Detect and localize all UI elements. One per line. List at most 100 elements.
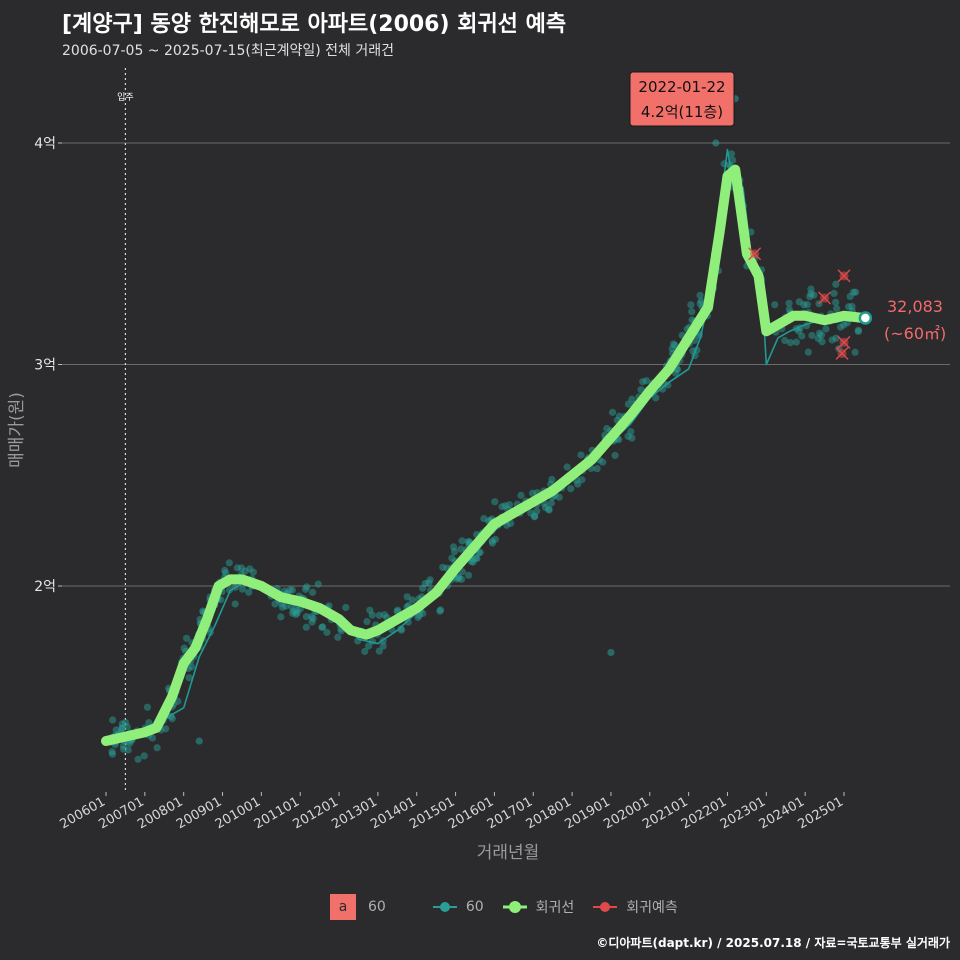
end-area-label: (~60㎡) [884, 324, 946, 343]
transaction-point [436, 607, 444, 615]
peak-annotation-value: 4.2억(11층) [641, 103, 723, 121]
transaction-point [375, 647, 383, 655]
grid-lines [62, 68, 950, 792]
peak-annotation-box [629, 71, 735, 127]
transaction-point [545, 506, 553, 514]
transaction-point [361, 647, 369, 656]
transaction-point [419, 609, 427, 618]
transaction-point [627, 427, 635, 436]
transaction-point [464, 571, 473, 579]
transaction-point [238, 585, 247, 593]
transaction-point [225, 559, 233, 567]
transaction-point [849, 288, 858, 296]
end-value-label: 32,083 [887, 297, 943, 316]
transaction-point [491, 498, 499, 506]
transaction-point [815, 329, 824, 337]
transaction-point [404, 618, 412, 626]
transaction-point [450, 547, 459, 556]
transaction-point [379, 642, 387, 650]
transaction-point [403, 593, 411, 601]
transaction-point [421, 579, 429, 588]
transaction-point [342, 603, 350, 612]
transaction-point [603, 425, 611, 433]
transaction-point [854, 327, 862, 336]
legend-scatter-label: 60 [465, 899, 484, 915]
transaction-point [491, 535, 499, 543]
legend-area-key: a [330, 894, 356, 920]
legend-prediction-icon [593, 902, 618, 912]
y-tick-label: 2억 [34, 579, 56, 595]
transaction-point [458, 537, 466, 545]
transaction-point [531, 512, 539, 520]
transaction-point [845, 303, 853, 311]
transaction-point [652, 394, 660, 402]
transaction-point [187, 663, 196, 671]
legend-regression-label: 회귀선 [535, 900, 575, 916]
y-tick-label: 3억 [34, 358, 56, 374]
transaction-point [822, 325, 830, 333]
legend-scatter-icon [432, 902, 457, 912]
transaction-point [832, 334, 840, 342]
transaction-point [148, 734, 157, 742]
transaction-point [628, 434, 636, 442]
transaction-point [221, 566, 229, 575]
transaction-point [302, 623, 310, 631]
transaction-point [567, 485, 575, 493]
transaction-point [771, 301, 779, 309]
transaction-point [517, 491, 525, 499]
transaction-point [231, 600, 239, 608]
transaction-point [696, 291, 704, 299]
prediction-cross [837, 269, 851, 283]
transaction-point [607, 648, 615, 657]
transaction-point [608, 408, 617, 416]
transaction-point [394, 606, 402, 614]
transaction-point [195, 737, 203, 745]
transaction-point [658, 385, 667, 393]
legend-regression-icon [502, 901, 527, 913]
transaction-point [368, 611, 376, 619]
end-point-marker [858, 311, 873, 325]
transaction-point [282, 602, 290, 610]
y-tick-label: 4억 [34, 136, 56, 152]
x-tick-label: 202501 [796, 794, 846, 832]
transaction-point [727, 150, 736, 158]
transaction-point [804, 348, 812, 356]
transaction-point [408, 596, 417, 604]
transaction-point [687, 301, 695, 309]
y-axis-title: 매매가(원) [7, 392, 27, 468]
transaction-point [303, 583, 311, 591]
transaction-point [786, 338, 794, 347]
transaction-point [688, 308, 696, 316]
transaction-point [323, 628, 331, 636]
transaction-point [134, 755, 142, 763]
prediction-points [748, 247, 851, 360]
transaction-point [455, 574, 463, 582]
regression-line-layer [101, 164, 869, 747]
transaction-point [308, 588, 317, 596]
transaction-point [140, 752, 148, 760]
transaction-point [507, 519, 515, 527]
source-caption: ©디아파트(dapt.kr) / 2025.07.18 / 자료=국토교통부 실… [596, 936, 950, 950]
transaction-point [712, 139, 720, 147]
transaction-point [124, 746, 132, 754]
transaction-point [249, 568, 257, 576]
transaction-point [473, 555, 481, 563]
transaction-point [830, 289, 838, 297]
transaction-point [792, 338, 800, 346]
transaction-point [832, 280, 840, 288]
x-axis-title: 거래년월 [477, 843, 540, 863]
peak-annotation-date: 2022-01-22 [638, 78, 725, 96]
legend-area-label: 60 [368, 899, 386, 915]
transaction-point [153, 744, 161, 752]
chart-subtitle: 2006-07-05 ~ 2025-07-15(최근계약일) 전체 거래건 [62, 43, 394, 59]
prediction-cross [837, 335, 851, 349]
transaction-point [121, 718, 130, 727]
transaction-point [808, 331, 816, 340]
transaction-point [168, 715, 176, 723]
scatter-points [106, 95, 863, 763]
transaction-point [375, 611, 383, 619]
transaction-point [637, 386, 645, 394]
transaction-point [593, 465, 601, 473]
transaction-point [563, 463, 571, 471]
transaction-point [528, 489, 537, 497]
